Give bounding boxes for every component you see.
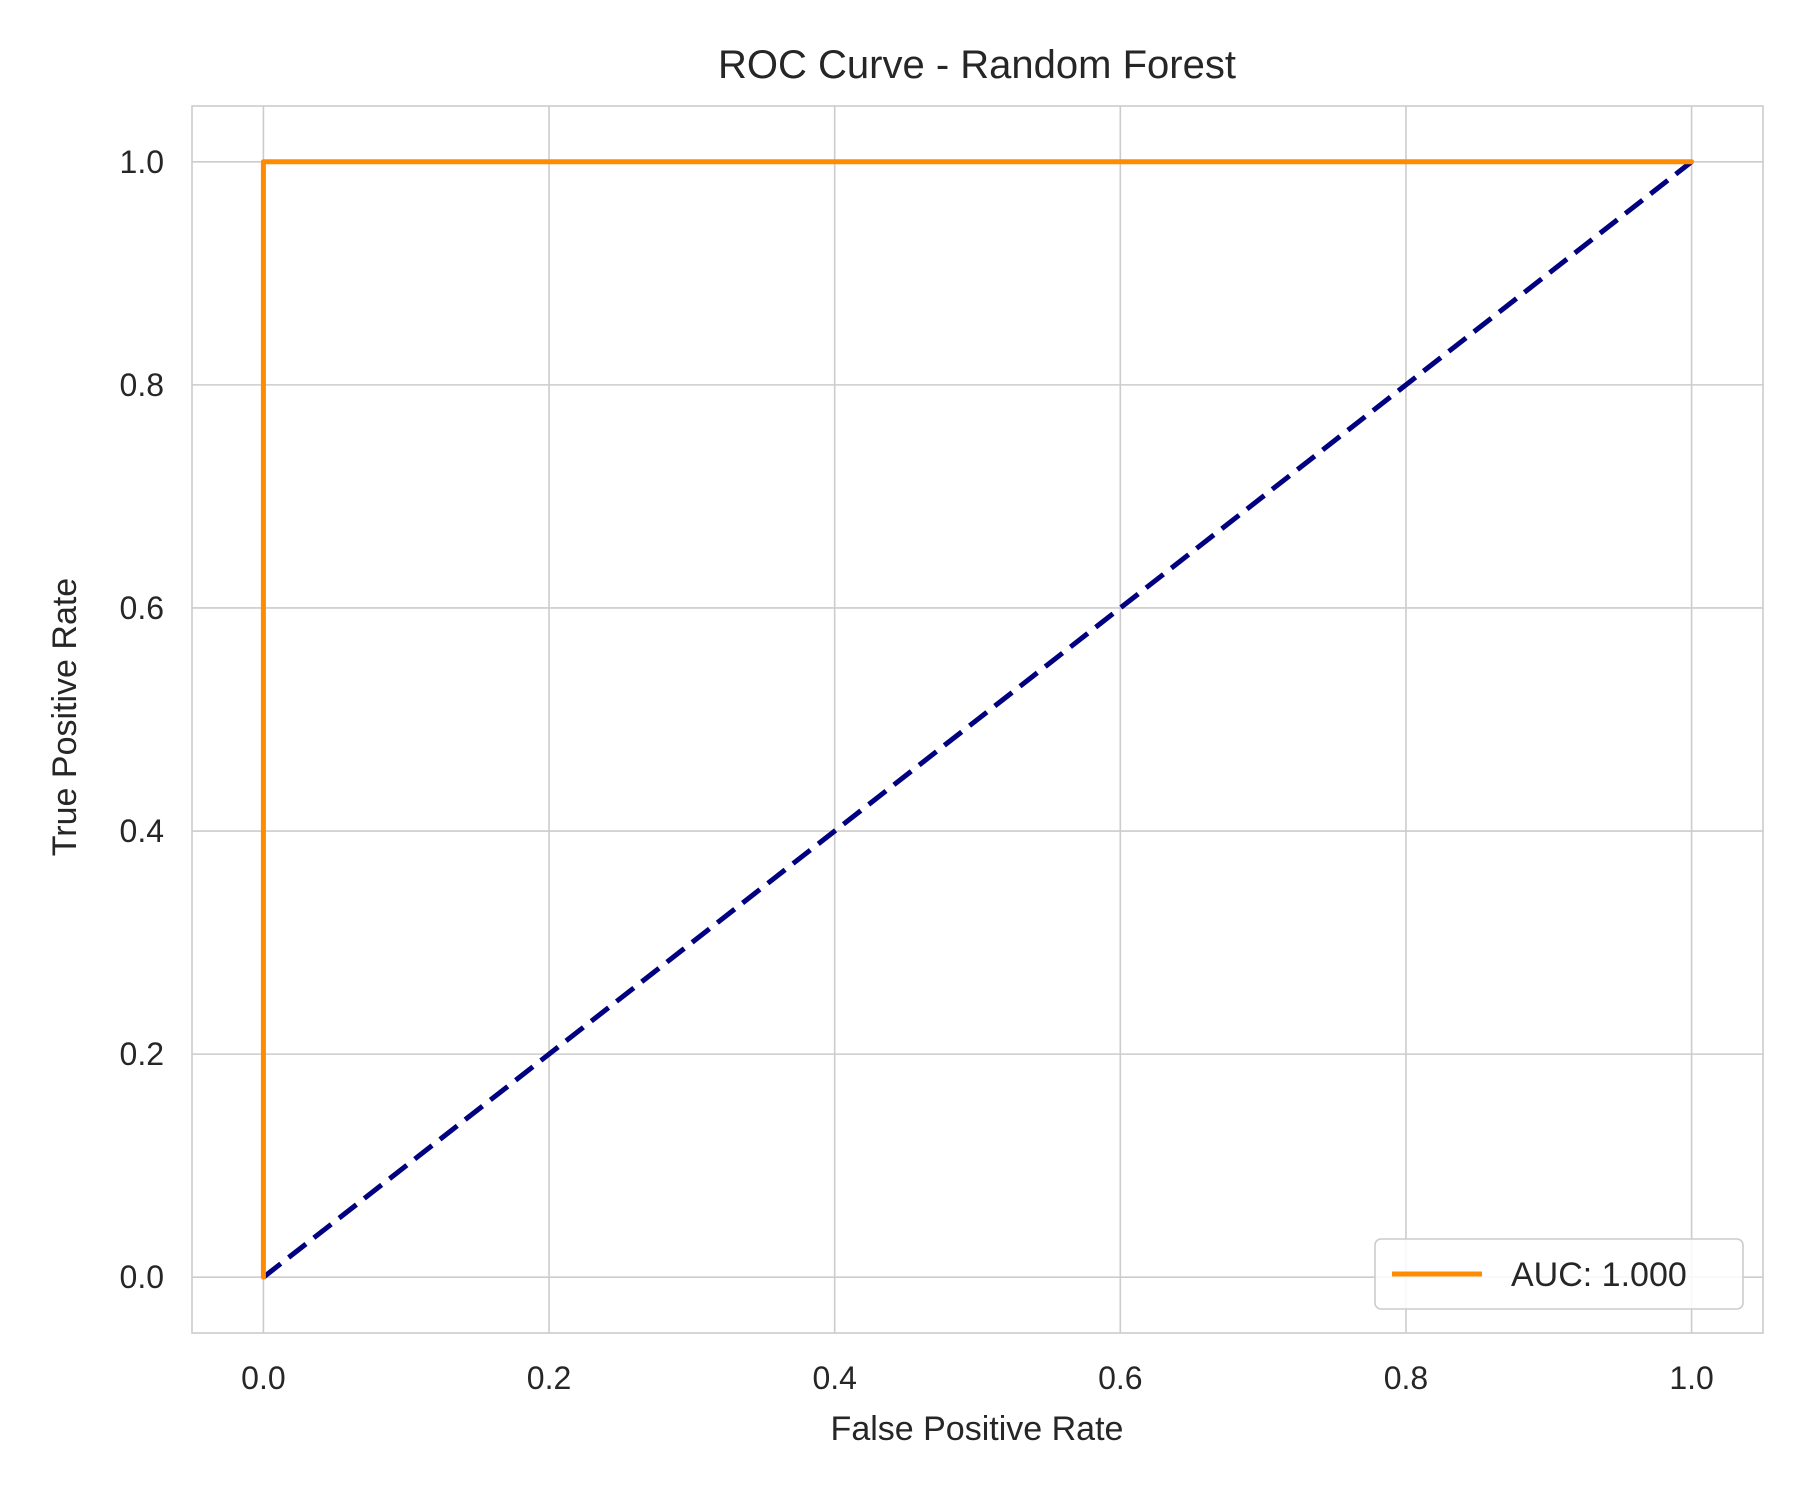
plot-frame [191,105,1764,1334]
y-tick-label: 0.4 [120,813,164,849]
y-tick-label: 0.8 [120,367,164,403]
y-tick-label: 0.6 [120,590,164,626]
x-tick-label: 0.2 [527,1360,571,1396]
roc-curve-line [260,159,1695,1280]
diagonal-reference-line [261,159,1694,1280]
y-tick-label: 0.2 [120,1036,164,1072]
chart-title: ROC Curve - Random Forest [718,43,1236,87]
x-tick-label: 0.4 [812,1360,856,1396]
tick-labels: 0.0 0.2 0.4 0.6 0.8 1.0 0.0 0.2 0.4 0.6 0.8 1.0 [120,144,1714,1396]
legend: AUC: 1.000 [1374,1238,1744,1310]
x-axis-label: False Positive Rate [831,1410,1124,1448]
y-axis-label: True Positive Rate [46,578,84,856]
x-tick-label: 0.6 [1098,1360,1142,1396]
legend-label-auc: AUC: 1.000 [1511,1256,1687,1294]
y-tick-label: 1.0 [120,144,164,180]
legend-box [1374,1238,1744,1310]
x-tick-label: 1.0 [1669,1360,1713,1396]
grid [192,106,1763,1333]
series-layer [260,159,1695,1280]
y-tick-label: 0.0 [120,1259,164,1295]
x-tick-label: 0.8 [1384,1360,1428,1396]
x-tick-label: 0.0 [241,1360,285,1396]
